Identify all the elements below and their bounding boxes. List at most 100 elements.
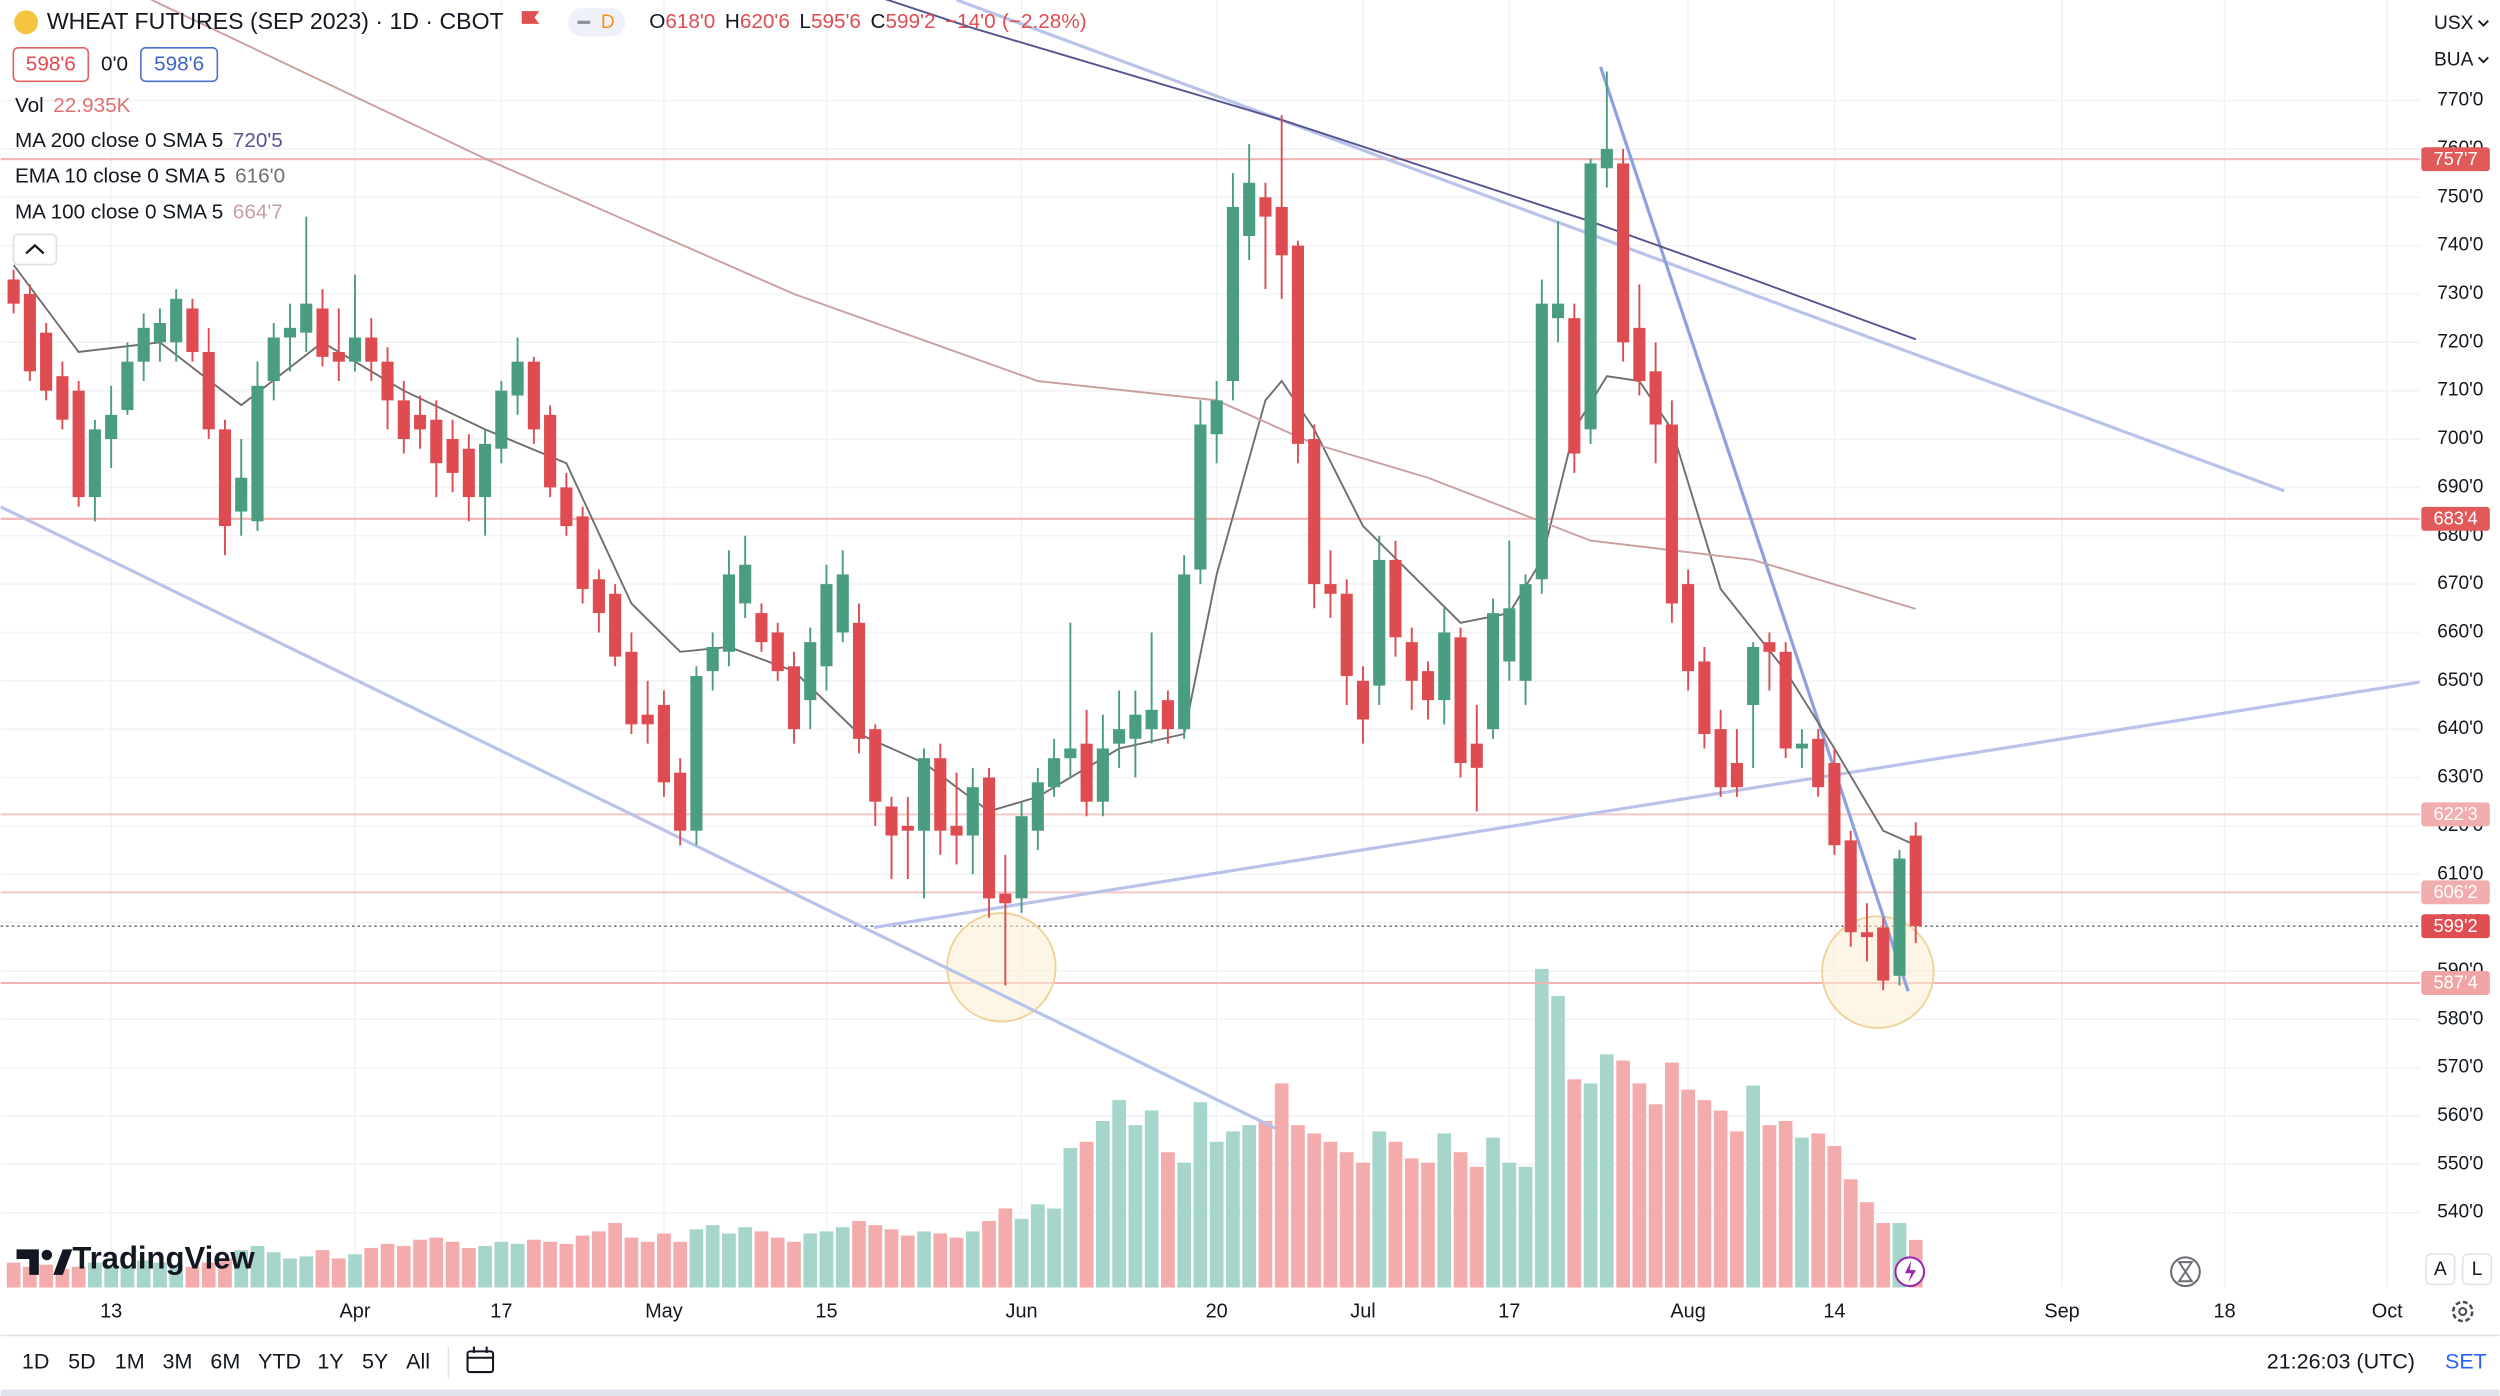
candle-body xyxy=(1226,206,1239,382)
level-label-box xyxy=(2421,147,2490,172)
scale-button[interactable] xyxy=(2461,1253,2493,1286)
menu-label[interactable]: USX xyxy=(2434,13,2474,34)
y-tick-label: 560'0 xyxy=(2437,1105,2483,1126)
x-tick-label: Aug xyxy=(1670,1301,1705,1323)
volume-bar xyxy=(917,1231,931,1288)
clock[interactable]: 21:26:03 (UTC) xyxy=(2267,1349,2415,1373)
settings-icon[interactable] xyxy=(2451,1300,2474,1323)
volume-bar xyxy=(185,1266,200,1288)
timeframe-button[interactable]: 1M xyxy=(115,1349,145,1373)
collapse-button[interactable] xyxy=(12,233,58,266)
timeframe-button[interactable]: 1Y xyxy=(317,1349,343,1373)
menu-button[interactable] xyxy=(2426,6,2494,40)
candle-body xyxy=(7,279,20,304)
volume-bar xyxy=(998,1208,1013,1288)
candle-body xyxy=(1324,584,1337,594)
volume-bar xyxy=(283,1258,297,1288)
level-label: 757'7 xyxy=(2433,148,2477,169)
timeframe-button[interactable]: 6M xyxy=(210,1349,240,1373)
badge-text: D xyxy=(601,12,615,33)
timeframe-button[interactable]: 5D xyxy=(68,1349,95,1373)
timeframe-button[interactable]: 1D xyxy=(22,1349,49,1373)
volume-bar xyxy=(1599,1054,1614,1288)
volume-bar xyxy=(1258,1120,1273,1288)
level-label: 683'4 xyxy=(2433,507,2477,528)
calendar-icon xyxy=(466,1350,495,1374)
logo-mark xyxy=(53,1249,73,1275)
scale-button-label[interactable]: L xyxy=(2472,1259,2483,1280)
volume-bar xyxy=(1209,1141,1224,1288)
ask-box[interactable] xyxy=(140,47,219,83)
timeframe-button[interactable]: 5Y xyxy=(362,1349,388,1373)
x-tick-label: Oct xyxy=(2372,1301,2403,1323)
candle-body xyxy=(1795,743,1808,749)
candle-body xyxy=(999,893,1012,904)
candle-body xyxy=(1421,671,1435,701)
x-tick-label: 17 xyxy=(490,1301,512,1323)
scale-button-label[interactable]: A xyxy=(2434,1259,2447,1280)
candle-body xyxy=(348,337,362,362)
menu-button[interactable] xyxy=(2426,43,2494,77)
candle-body xyxy=(1552,303,1565,319)
candle-body xyxy=(1275,206,1288,256)
candle-body xyxy=(771,632,784,672)
candle-body xyxy=(609,593,622,657)
volume-bar xyxy=(1681,1089,1695,1288)
level-label-box xyxy=(2421,971,2490,995)
ask-price[interactable]: 598'6 xyxy=(154,53,204,76)
candle-body xyxy=(787,666,801,730)
candle-body xyxy=(56,376,69,420)
volume-bar xyxy=(250,1245,265,1288)
grid xyxy=(0,0,2420,1288)
timeframe-button[interactable]: 3M xyxy=(163,1349,193,1373)
volume-bar xyxy=(868,1225,883,1288)
candle-body xyxy=(869,729,882,802)
volume-bar xyxy=(1778,1120,1793,1288)
candle-body xyxy=(722,574,735,652)
volume-bar xyxy=(510,1243,525,1288)
candle-body xyxy=(1535,303,1548,580)
scale-button[interactable] xyxy=(2425,1253,2456,1286)
volume-bar xyxy=(266,1252,281,1288)
menu-label[interactable]: BUA xyxy=(2434,50,2474,71)
volume-bar xyxy=(201,1262,216,1288)
candle-body xyxy=(739,564,752,604)
volume-bar xyxy=(461,1248,476,1288)
candle-body xyxy=(657,704,670,783)
candle-body xyxy=(170,298,183,343)
volume-bar xyxy=(1697,1100,1712,1288)
candle-body xyxy=(576,516,589,589)
x-tick-label: 20 xyxy=(1206,1301,1228,1323)
date-range-button[interactable] xyxy=(466,1346,495,1374)
spread: 0'0 xyxy=(101,53,128,76)
level-label-box xyxy=(2421,880,2490,905)
candle-body xyxy=(1113,729,1126,744)
candle-body xyxy=(1470,743,1483,768)
candle-body xyxy=(592,579,605,614)
ohlc-legend: O618'0 H620'6 L595'6 C599'2 −14'0 (−2.28%) xyxy=(649,11,1086,34)
indicator-value: 720'5 xyxy=(233,129,283,152)
bid-price[interactable]: 598'6 xyxy=(26,53,76,76)
volume-bar xyxy=(933,1233,948,1288)
volume-bar xyxy=(1047,1208,1061,1288)
highlight-circle xyxy=(946,912,1057,1023)
volume-bar xyxy=(624,1237,639,1288)
timeframe-button[interactable]: YTD xyxy=(258,1349,301,1373)
candle-body xyxy=(527,361,540,430)
volume-bar xyxy=(429,1237,444,1288)
volume-bar xyxy=(1469,1166,1484,1288)
timeframe-button[interactable]: All xyxy=(406,1349,430,1373)
candle-body xyxy=(1031,782,1044,831)
indicator-legend-item: MA 100 close 0 SMA 5 664'7 xyxy=(15,201,283,224)
bid-box[interactable] xyxy=(12,47,90,83)
y-tick-label: 580'0 xyxy=(2437,1008,2483,1029)
volume-bar xyxy=(835,1227,850,1288)
x-tick-label: May xyxy=(645,1301,683,1323)
volume-bar xyxy=(575,1235,590,1288)
bottom-edge xyxy=(0,1389,2500,1396)
session-button[interactable]: SET xyxy=(2445,1349,2487,1373)
volume-bar xyxy=(770,1237,785,1288)
volume-bar xyxy=(88,1262,102,1288)
candle-body xyxy=(544,414,557,488)
volume-bar xyxy=(722,1233,736,1288)
